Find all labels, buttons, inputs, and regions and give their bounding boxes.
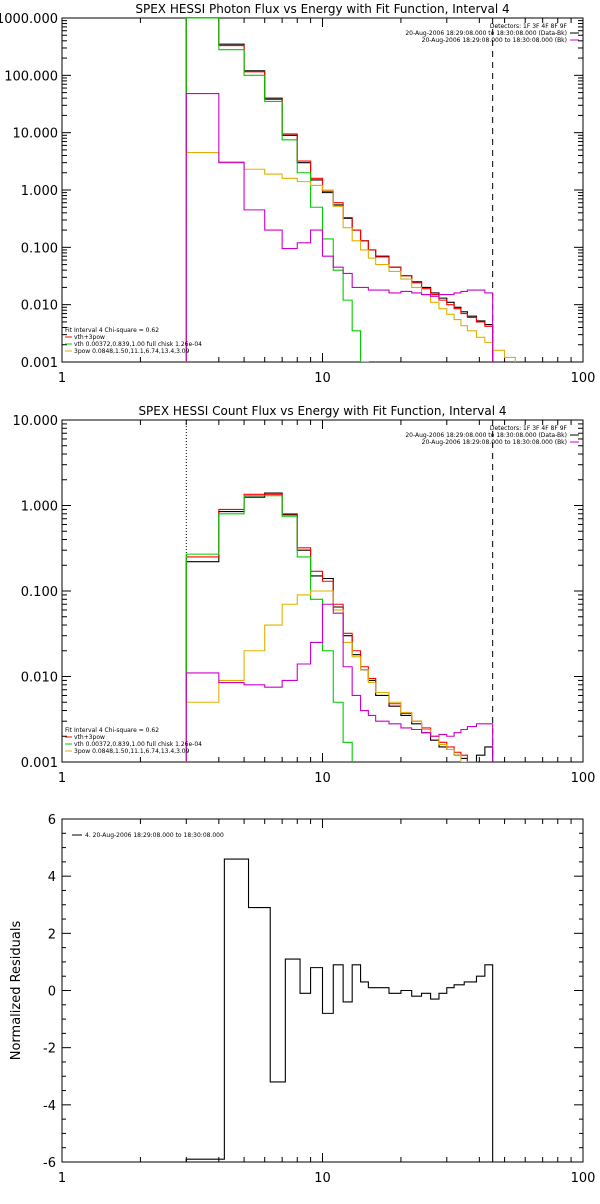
series-data-bk	[185, 492, 494, 762]
series-data-bk	[185, 18, 494, 362]
series-vth-3pow	[185, 493, 478, 762]
header-line: 20-Aug-2006 18:29:08.000 to 18:30:08.000…	[405, 432, 567, 439]
x-tick-label: 1	[58, 1171, 66, 1186]
header-line: Detectors: 1F 3F 4F 8F 9F	[490, 425, 568, 432]
y-tick-label: 4	[48, 870, 56, 885]
legend-entry: vth 0.00372,0.839,1.00 full chisk 1.26e-…	[74, 741, 202, 748]
chart-panel-3: 1 10 100 -6 -4 -2 0 2 4 6 Normalized Residuals 4. 2…	[9, 813, 595, 1186]
chart-title: SPEX HESSI Photon Flux vs Energy with Fi…	[135, 2, 509, 16]
plot-area	[185, 858, 494, 1162]
y-tick-label: 0	[48, 985, 56, 1000]
legend-entry: Fit Interval 4 Chi-square = 0.62	[65, 727, 159, 734]
y-axis-label: Normalized Residuals	[9, 921, 24, 1061]
legend-entry: vth+3pow	[74, 334, 105, 341]
x-tick-label: 10	[314, 371, 331, 386]
y-tick-label: 6	[48, 813, 56, 828]
y-tick-label: 100.000	[4, 69, 58, 84]
y-tick-label: 0.001	[21, 356, 58, 371]
header-line: Detectors: 1F 3F 4F 8F 9F	[490, 23, 568, 30]
x-tick-label: 10	[314, 771, 331, 786]
y-tick-label: 0.100	[21, 585, 58, 600]
series-3pow	[185, 590, 468, 762]
y-tick-label: 10.000	[13, 414, 59, 429]
legend-entry: 3pow 0.0848,1.50,11.1,6.74,13.4,3.09	[74, 348, 190, 355]
chart-panel-2: SPEX HESSI Count Flux vs Energy with Fit…	[13, 404, 596, 786]
series-vth	[185, 495, 353, 762]
x-tick-label: 100	[571, 771, 596, 786]
header-line: 20-Aug-2006 18:29:08.000 to 18:30:08.000…	[405, 30, 567, 37]
series-bk	[185, 603, 494, 762]
x-tick-label: 1	[58, 771, 66, 786]
chart-title: SPEX HESSI Count Flux vs Energy with Fit…	[138, 404, 506, 418]
plot-area	[185, 18, 516, 362]
series-3pow	[185, 152, 516, 362]
y-tick-label: 0.010	[21, 299, 58, 314]
x-tick-label: 100	[571, 371, 596, 386]
legend-entry: Fit Interval 4 Chi-square = 0.62	[65, 327, 159, 334]
y-tick-label: -6	[43, 1156, 56, 1171]
series-residuals	[185, 858, 494, 1162]
y-tick-label: -4	[43, 1099, 56, 1114]
y-tick-label: 1.000	[21, 184, 58, 199]
series-vth	[185, 18, 369, 362]
y-tick-label: 10.000	[13, 127, 59, 142]
legend-entry: vth+3pow	[74, 734, 105, 741]
y-tick-label: 2	[48, 927, 56, 942]
y-tick-label: 0.100	[21, 241, 58, 256]
x-tick-label: 100	[571, 1171, 596, 1186]
legend-entry: 4. 20-Aug-2006 18:29:08.000 to 18:30:08.…	[85, 832, 224, 839]
y-tick-label: 0.001	[21, 756, 58, 771]
x-tick-label: 1	[58, 371, 66, 386]
header-line: 20-Aug-2006 18:29:08.000 to 18:30:08.000…	[422, 439, 567, 446]
y-tick-label: 0.010	[21, 671, 58, 686]
y-tick-label: 1.000	[21, 500, 58, 515]
legend-entry: 3pow 0.0848,1.50,11.1,6.74,13.4,3.09	[74, 748, 190, 755]
series-vth-3pow	[185, 18, 494, 362]
plot-area	[185, 420, 494, 762]
x-tick-label: 10	[314, 1171, 331, 1186]
y-tick-label: -2	[43, 1042, 56, 1057]
legend-entry: vth 0.00372,0.839,1.00 full chisk 1.26e-…	[74, 341, 202, 348]
y-tick-label: 1000.000	[0, 12, 58, 27]
chart-panel-1: SPEX HESSI Photon Flux vs Energy with Fi…	[0, 2, 595, 386]
series-bk	[185, 93, 494, 362]
header-line: 20-Aug-2006 18:29:08.000 to 18:30:08.000…	[422, 37, 567, 44]
